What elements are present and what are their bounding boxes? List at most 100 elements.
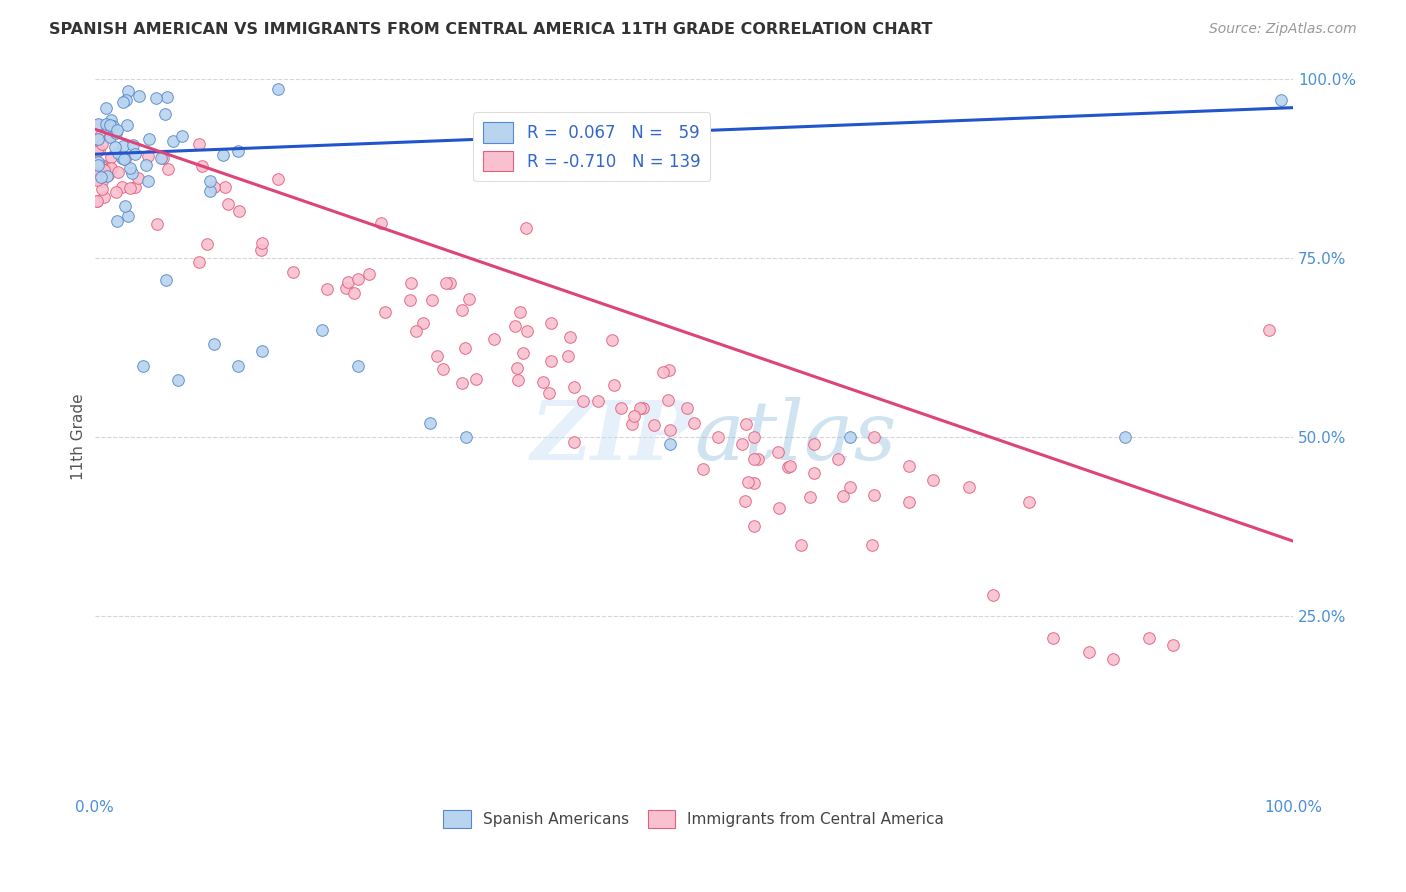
Point: [124, 180, 146, 194]
Point: [1114, 430, 1136, 444]
Point: [87, 154, 110, 169]
Point: [150, 151, 173, 165]
Point: [100, 161, 122, 176]
Point: [87, 158, 110, 172]
Point: [128, 88, 150, 103]
Point: [957, 480, 980, 494]
Point: [586, 394, 609, 409]
Point: [283, 264, 305, 278]
Point: [111, 180, 134, 194]
Point: [112, 95, 135, 110]
Point: [337, 276, 360, 290]
Point: [827, 451, 849, 466]
Point: [1018, 494, 1040, 508]
Point: [1161, 638, 1184, 652]
Point: [898, 458, 921, 473]
Point: [399, 293, 422, 307]
Point: [127, 170, 149, 185]
Point: [217, 197, 239, 211]
Point: [439, 276, 461, 290]
Point: [621, 417, 644, 431]
Point: [138, 149, 160, 163]
Point: [87, 132, 110, 146]
Point: [311, 323, 333, 337]
Point: [87, 132, 110, 146]
Legend: Spanish Americans, Immigrants from Central America: Spanish Americans, Immigrants from Centr…: [437, 804, 950, 834]
Point: [838, 480, 860, 494]
Point: [104, 185, 127, 199]
Point: [98, 130, 121, 145]
Point: [343, 286, 366, 301]
Point: [124, 147, 146, 161]
Point: [657, 392, 679, 407]
Point: [228, 204, 250, 219]
Point: [90, 159, 112, 173]
Point: [114, 198, 136, 212]
Point: [399, 276, 422, 290]
Point: [105, 123, 128, 137]
Point: [742, 430, 765, 444]
Point: [422, 293, 444, 308]
Point: [87, 118, 110, 132]
Point: [120, 161, 142, 175]
Text: atlas: atlas: [693, 397, 896, 477]
Point: [737, 475, 759, 490]
Point: [515, 220, 537, 235]
Point: [89, 167, 111, 181]
Point: [789, 538, 811, 552]
Point: [1078, 645, 1101, 659]
Point: [862, 430, 884, 444]
Point: [623, 409, 645, 423]
Point: [86, 144, 108, 158]
Point: [138, 131, 160, 145]
Point: [97, 169, 120, 183]
Point: [191, 159, 214, 173]
Point: [93, 189, 115, 203]
Point: [731, 437, 754, 451]
Point: [412, 317, 434, 331]
Point: [100, 150, 122, 164]
Point: [228, 359, 250, 373]
Point: [120, 181, 142, 195]
Point: [451, 376, 474, 390]
Point: [156, 162, 179, 177]
Y-axis label: 11th Grade: 11th Grade: [72, 394, 86, 481]
Point: [779, 458, 801, 473]
Point: [766, 444, 789, 458]
Point: [600, 333, 623, 347]
Point: [115, 119, 138, 133]
Point: [506, 361, 529, 376]
Point: [86, 194, 108, 208]
Point: [531, 375, 554, 389]
Point: [1270, 94, 1292, 108]
Point: [509, 305, 531, 319]
Text: ZIP: ZIP: [531, 397, 693, 477]
Point: [778, 459, 800, 474]
Point: [87, 143, 110, 157]
Point: [643, 418, 665, 433]
Point: [610, 401, 633, 415]
Point: [419, 416, 441, 430]
Point: [226, 144, 249, 158]
Point: [97, 120, 120, 134]
Point: [540, 316, 562, 330]
Point: [633, 401, 655, 415]
Point: [658, 423, 681, 437]
Point: [562, 380, 585, 394]
Point: [90, 174, 112, 188]
Point: [202, 179, 225, 194]
Point: [983, 588, 1005, 602]
Point: [335, 281, 357, 295]
Point: [373, 305, 395, 319]
Point: [676, 401, 699, 416]
Point: [146, 218, 169, 232]
Point: [94, 117, 117, 131]
Point: [516, 324, 538, 338]
Point: [538, 385, 561, 400]
Point: [742, 451, 765, 466]
Point: [131, 359, 153, 373]
Point: [250, 244, 273, 258]
Point: [484, 332, 506, 346]
Point: [214, 180, 236, 194]
Point: [100, 161, 122, 175]
